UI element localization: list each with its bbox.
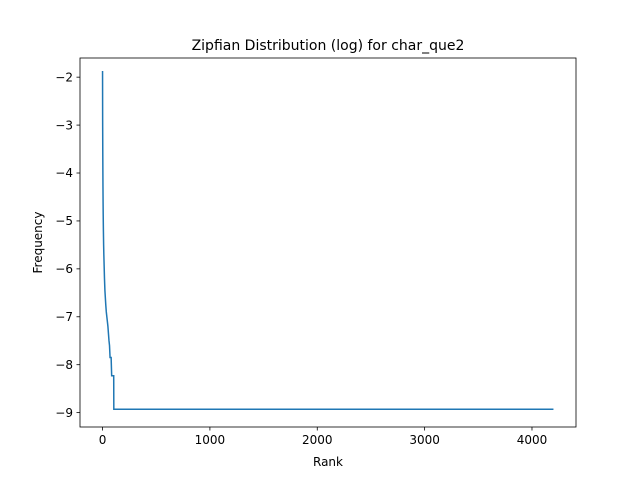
y-tick-label: −9 [55,406,73,420]
x-axis-label: Rank [313,455,343,469]
x-tick-label: 0 [99,433,107,447]
x-axis: 0 1000 2000 3000 4000 [99,427,548,447]
y-tick-label: −7 [55,310,73,324]
x-tick-label: 1000 [195,433,226,447]
x-tick-label: 2000 [302,433,333,447]
y-tick-label: −4 [55,166,73,180]
series-line-1 [101,70,554,411]
x-tick-label: 3000 [409,433,440,447]
y-tick-label: −5 [55,214,73,228]
chart-title: Zipfian Distribution (log) for char_que2 [192,38,465,54]
x-tick-label: 4000 [517,433,548,447]
y-tick-label: −3 [55,118,73,132]
y-tick-label: −8 [55,358,73,372]
plot-frame [79,57,577,428]
y-axis-label: Frequency [31,212,45,274]
y-tick-label: −6 [55,262,73,276]
series-layer [101,70,554,411]
y-axis: −2 −3 −4 −5 −6 −7 −8 −9 [55,70,80,420]
y-tick-label: −2 [55,70,73,84]
